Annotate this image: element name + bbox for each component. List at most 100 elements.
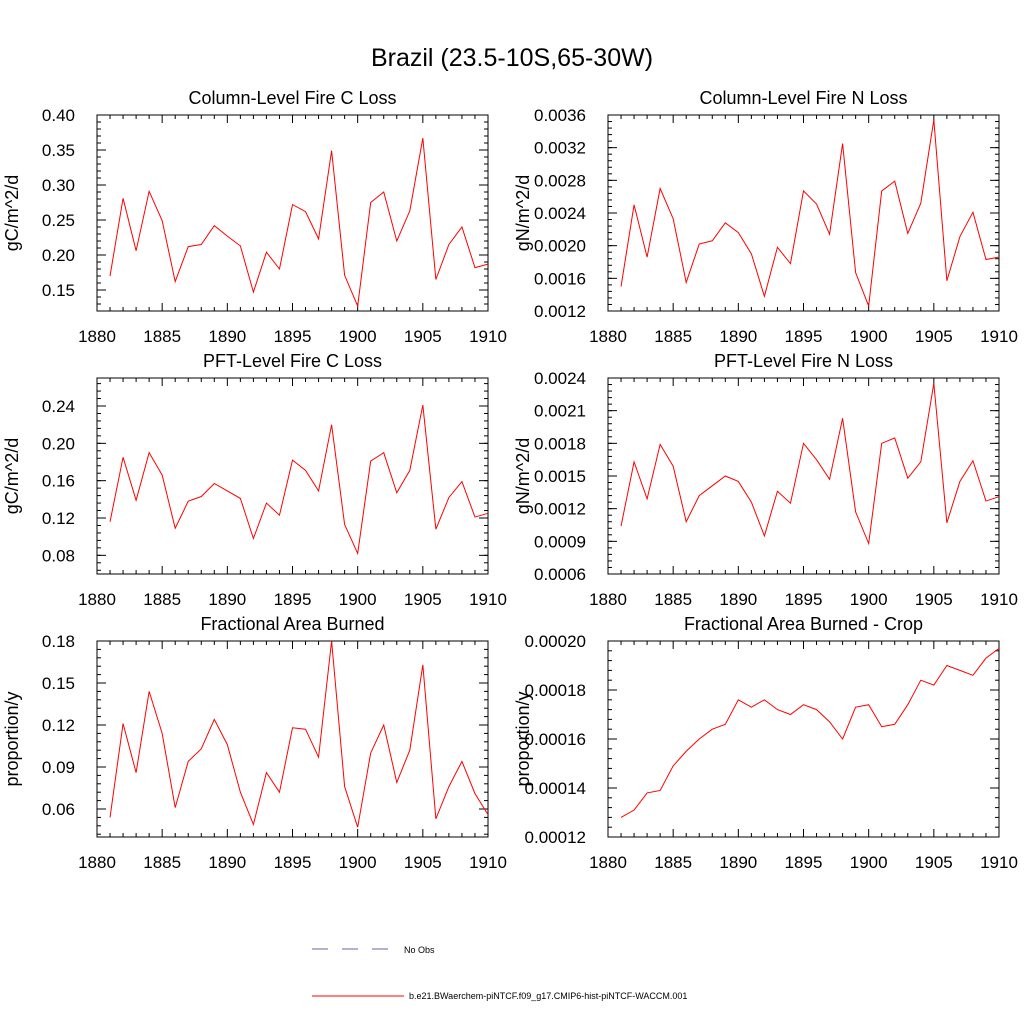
y-tick-label: 0.0021	[534, 402, 586, 421]
x-tick-label: 1895	[274, 327, 312, 346]
chart-panel-2: 1880 1885 1890 1895 1900 1905 1910 0.0012 0.0016…	[513, 88, 1018, 346]
x-tick-label: 1895	[274, 590, 312, 609]
x-tick-label: 1885	[654, 853, 692, 872]
y-tick-label: 0.0024	[534, 204, 586, 223]
y-tick-label: 0.30	[42, 176, 75, 195]
panel-title: PFT-Level Fire C Loss	[203, 351, 382, 371]
x-tick-label: 1885	[143, 327, 181, 346]
y-tick-label: 0.08	[42, 546, 75, 565]
x-tick-label: 1895	[785, 853, 823, 872]
y-tick-label: 0.00020	[525, 632, 586, 651]
data-series-line	[109, 404, 489, 556]
panels: 1880 1885 1890 1895 1900 1905 1910 0.15 0.20 0.25…	[2, 88, 1018, 872]
panel-title: PFT-Level Fire N Loss	[714, 351, 893, 371]
y-tick-label: 0.0012	[534, 500, 586, 519]
x-tick-label: 1910	[469, 590, 507, 609]
y-axis-label: gN/m^2/d	[513, 175, 533, 251]
x-tick-label: 1900	[850, 327, 888, 346]
x-tick-label: 1910	[980, 590, 1018, 609]
x-tick-label: 1900	[339, 590, 377, 609]
y-tick-label: 0.16	[42, 472, 75, 491]
legend-model-label: b.e21.BWaerchem-piNTCF.f09_g17.CMIP6-his…	[409, 991, 687, 1001]
x-tick-label: 1885	[654, 590, 692, 609]
figure-title: Brazil (23.5-10S,65-30W)	[371, 44, 653, 72]
legend: No Obs b.e21.BWaerchem-piNTCF.f09_g17.CM…	[312, 945, 687, 1001]
x-tick-label: 1885	[143, 590, 181, 609]
x-tick-label: 1895	[274, 853, 312, 872]
x-tick-label: 1880	[78, 853, 116, 872]
x-tick-label: 1910	[980, 853, 1018, 872]
x-tick-label: 1905	[404, 853, 442, 872]
y-tick-label: 0.0006	[534, 565, 586, 584]
y-tick-label: 0.40	[42, 106, 75, 125]
x-tick-label: 1905	[915, 853, 953, 872]
x-tick-label: 1885	[654, 327, 692, 346]
chart-panel-6: 1880 1885 1890 1895 1900 1905 1910 0.00012 0.000…	[513, 614, 1018, 872]
y-tick-label: 0.20	[42, 434, 75, 453]
x-tick-label: 1890	[208, 853, 246, 872]
chart-panel-5: 1880 1885 1890 1895 1900 1905 1910 0.06 0.09 0.12…	[2, 614, 507, 872]
x-tick-label: 1905	[915, 590, 953, 609]
y-tick-label: 0.0018	[534, 434, 586, 453]
y-tick-label: 0.12	[42, 509, 75, 528]
y-axis-label: proportion/y	[513, 691, 533, 786]
y-tick-label: 0.06	[42, 800, 75, 819]
y-tick-label: 0.25	[42, 211, 75, 230]
x-tick-label: 1890	[208, 327, 246, 346]
x-tick-label: 1900	[339, 853, 377, 872]
data-series-line	[620, 119, 1000, 307]
y-axis-label: proportion/y	[2, 691, 22, 786]
x-tick-label: 1880	[589, 590, 627, 609]
x-tick-label: 1890	[208, 590, 246, 609]
data-series-line	[620, 383, 1000, 546]
chart-panel-3: 1880 1885 1890 1895 1900 1905 1910 0.08 0.12 0.16…	[2, 351, 507, 609]
y-axis-label: gC/m^2/d	[2, 175, 22, 251]
y-tick-label: 0.09	[42, 758, 75, 777]
x-tick-label: 1910	[469, 327, 507, 346]
y-tick-label: 0.0016	[534, 269, 586, 288]
y-tick-label: 0.0009	[534, 532, 586, 551]
panel-title: Column-Level Fire N Loss	[699, 88, 907, 108]
y-tick-label: 0.00014	[525, 779, 586, 798]
x-tick-label: 1890	[719, 327, 757, 346]
x-tick-label: 1880	[589, 853, 627, 872]
chart-panel-4: 1880 1885 1890 1895 1900 1905 1910 0.0006 0.0009…	[513, 351, 1018, 609]
x-tick-label: 1900	[339, 327, 377, 346]
x-tick-label: 1895	[785, 327, 823, 346]
x-tick-label: 1900	[850, 853, 888, 872]
y-tick-label: 0.0024	[534, 369, 586, 388]
y-tick-label: 0.00018	[525, 681, 586, 700]
y-tick-label: 0.24	[42, 397, 75, 416]
y-axis-label: gC/m^2/d	[2, 438, 22, 514]
data-series-line	[109, 138, 489, 309]
y-tick-label: 0.00012	[525, 828, 586, 847]
y-tick-label: 0.0036	[534, 106, 586, 125]
x-tick-label: 1905	[404, 327, 442, 346]
panel-title: Column-Level Fire C Loss	[188, 88, 396, 108]
data-series-line	[620, 647, 1000, 818]
y-tick-label: 0.35	[42, 141, 75, 160]
x-tick-label: 1910	[469, 853, 507, 872]
legend-no-obs-label: No Obs	[404, 945, 435, 955]
y-tick-label: 0.0032	[534, 139, 586, 158]
x-tick-label: 1880	[78, 327, 116, 346]
y-tick-label: 0.00016	[525, 730, 586, 749]
y-tick-label: 0.12	[42, 716, 75, 735]
x-tick-label: 1880	[78, 590, 116, 609]
y-tick-label: 0.0012	[534, 302, 586, 321]
x-tick-label: 1890	[719, 853, 757, 872]
x-tick-label: 1910	[980, 327, 1018, 346]
y-tick-label: 0.20	[42, 246, 75, 265]
y-tick-label: 0.15	[42, 281, 75, 300]
x-tick-label: 1900	[850, 590, 888, 609]
y-tick-label: 0.0020	[534, 237, 586, 256]
data-series-line	[109, 640, 489, 828]
x-tick-label: 1905	[404, 590, 442, 609]
y-tick-label: 0.0015	[534, 467, 586, 486]
y-tick-label: 0.18	[42, 632, 75, 651]
chart-panel-1: 1880 1885 1890 1895 1900 1905 1910 0.15 0.20 0.25…	[2, 88, 507, 346]
x-tick-label: 1905	[915, 327, 953, 346]
x-tick-label: 1880	[589, 327, 627, 346]
